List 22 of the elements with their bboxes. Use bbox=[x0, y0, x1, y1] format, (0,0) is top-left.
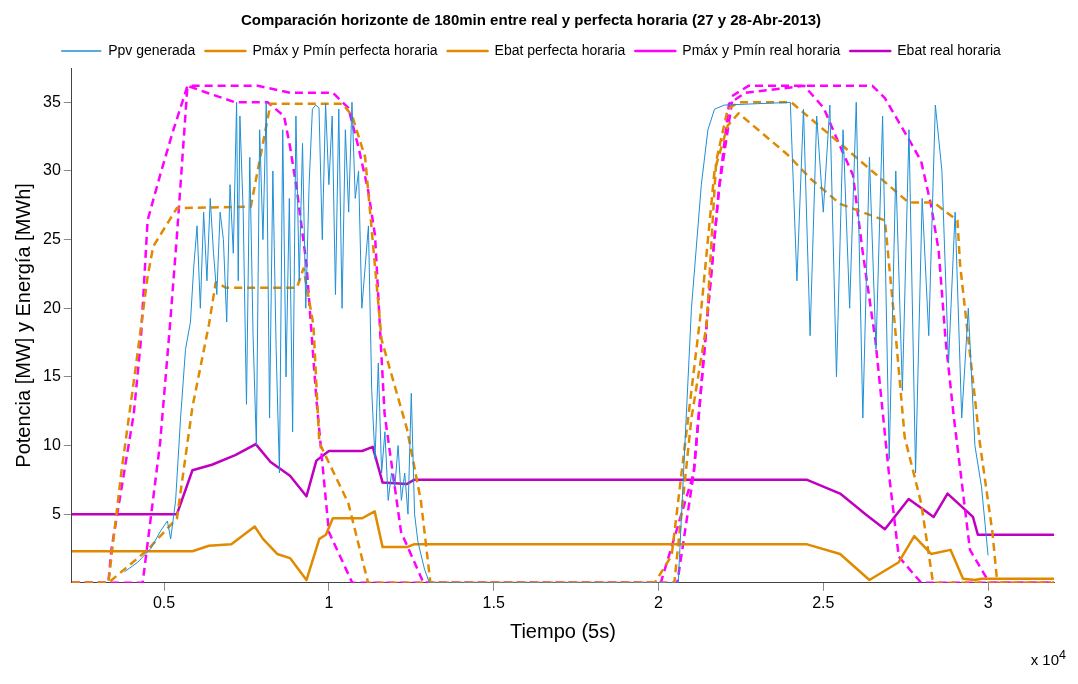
y-tick-label: 35 bbox=[43, 92, 61, 110]
x-tick-label: 2 bbox=[654, 593, 664, 611]
y-tick-label: 15 bbox=[43, 367, 61, 385]
legend-label: Ebat real horaria bbox=[897, 41, 1001, 58]
y-tick-label: 20 bbox=[43, 298, 61, 316]
x-tick-label: 3 bbox=[983, 593, 993, 611]
y-tick-label: 30 bbox=[43, 161, 61, 179]
legend-label: Ebat perfecta horaria bbox=[494, 41, 626, 58]
x-tick-label: 1.5 bbox=[482, 593, 505, 611]
y-axis-title: Potencia [MW] y Energía [MWh] bbox=[11, 183, 34, 468]
text: x 10$^{4}$ bbox=[1030, 648, 1066, 668]
y-tick-label: 25 bbox=[43, 230, 61, 248]
x-tick-label: 0.5 bbox=[152, 593, 176, 611]
legend-label: Pmáx y Pmín real horaria bbox=[682, 41, 841, 58]
legend-label: Pmáx y Pmín perfecta horaria bbox=[252, 41, 438, 58]
legend-label: Ppv generada bbox=[108, 41, 196, 58]
x-axis-title: Tiempo (5s) bbox=[509, 619, 616, 642]
y-tick-label: 5 bbox=[51, 504, 61, 522]
x-tick-label: 1 bbox=[324, 593, 334, 611]
chart-title: Comparación horizonte de 180min entre real y perfecta horaria (27 y 28-Abr-2013) bbox=[240, 11, 822, 29]
y-tick-label: 10 bbox=[43, 435, 61, 453]
x-tick-label: 2.5 bbox=[812, 593, 835, 611]
